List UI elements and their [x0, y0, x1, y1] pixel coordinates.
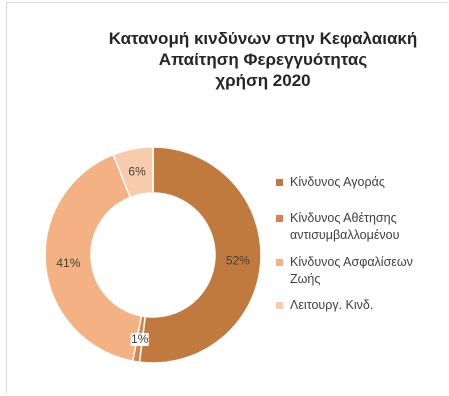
chart-title-line-3: χρήση 2020 [215, 71, 311, 90]
donut-slice-operational-risk [112, 146, 154, 199]
legend-swatch-counterparty-risk [276, 215, 283, 222]
chart-frame [6, 2, 447, 394]
data-label-operational-risk: 6% [128, 165, 146, 179]
data-label-life-risk: 41% [56, 256, 80, 270]
legend-swatch-operational-risk [276, 302, 283, 309]
data-label-bg-counterparty-risk [130, 332, 149, 346]
legend-swatch-life-risk [276, 259, 283, 266]
legend-label-life-risk: Κίνδυνος Ασφαλίσεων Ζωής [290, 255, 413, 286]
legend-label-operational-risk: Λειτουργ. Κινδ. [290, 298, 374, 312]
data-label-market-risk: 52% [226, 253, 250, 267]
data-label-counterparty-risk: 1% [131, 332, 149, 346]
chart-title-line-1: Κατανομή κινδύνων στην Κεφαλαιακή [108, 29, 418, 48]
legend-label-market-risk: Κίνδυνος Αγοράς [290, 175, 385, 189]
legend-swatch-market-risk [276, 179, 283, 186]
donut-slice-market-risk [138, 146, 262, 364]
legend-label-counterparty-risk: Κίνδυνος Αθέτησης αντισυμβαλλομένου [290, 211, 400, 242]
chart-title-line-2: Απαίτηση Φερεγγυότητας [158, 50, 368, 69]
chart-title: Κατανομή κινδύνων στην Κεφαλαιακή Απαίτη… [90, 28, 436, 91]
donut-slice-life-risk [44, 153, 143, 362]
